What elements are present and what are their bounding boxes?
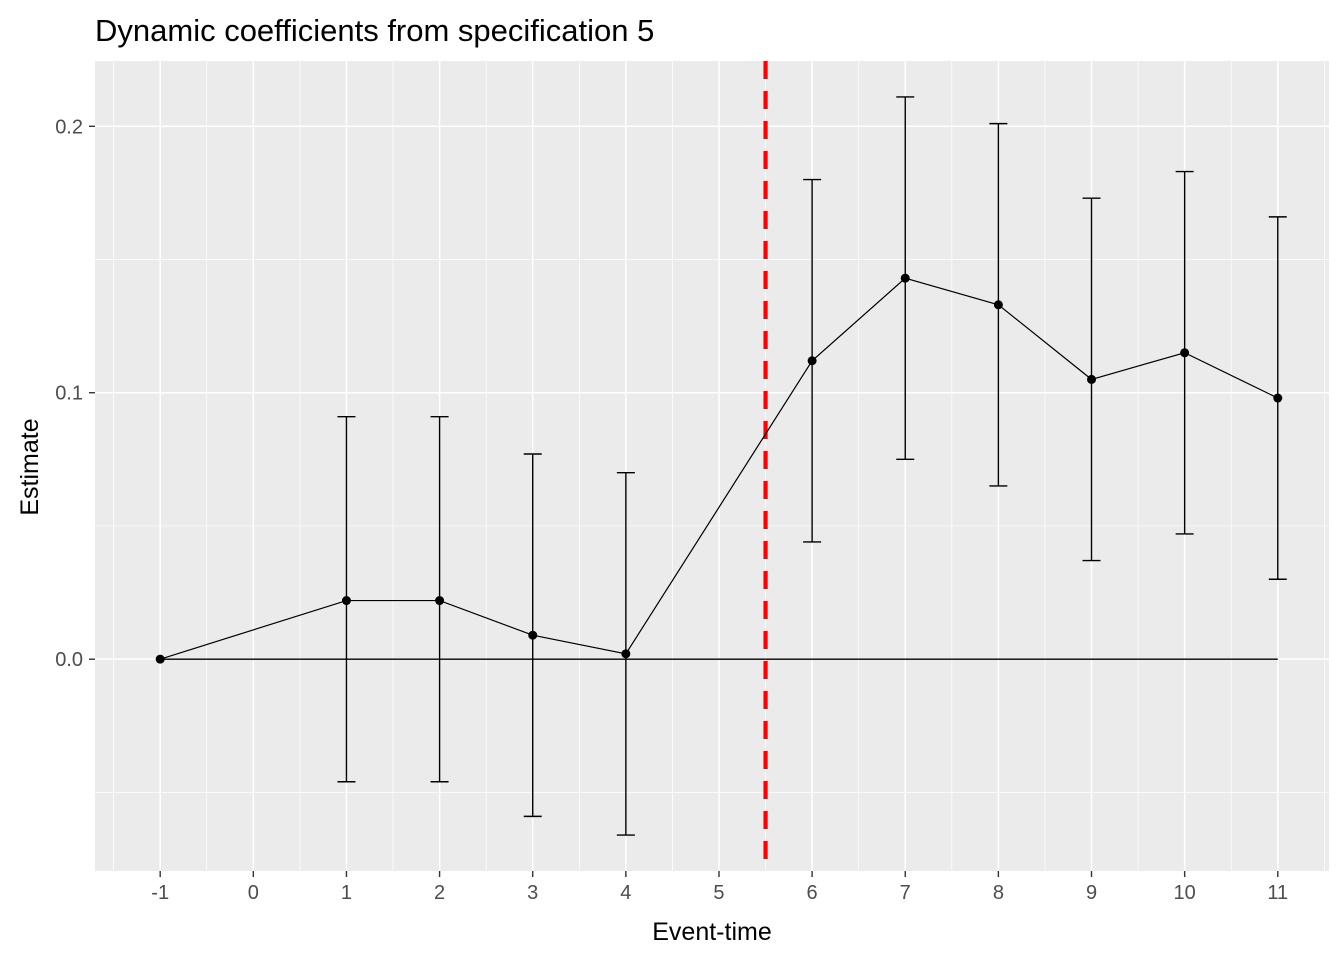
x-tick-label: 3 [527,882,538,904]
x-tick-label: 11 [1267,882,1288,904]
data-point [155,654,165,664]
x-tick-label: 6 [807,882,818,904]
data-point [621,649,631,659]
x-tick-label: 5 [713,882,724,904]
x-tick-label: 10 [1174,882,1196,904]
x-tick-label: 4 [620,882,631,904]
data-point [341,596,351,606]
panel-background [95,61,1329,871]
x-tick-label: 0 [248,882,259,904]
data-point [1273,393,1283,403]
x-tick-label: 7 [900,882,911,904]
y-tick-label: 0.2 [55,116,83,138]
x-axis: -1 0 1 2 3 4 5 6 7 8 9 10 11 [151,871,1288,904]
data-point [900,273,910,283]
minor-gridlines [95,61,1329,871]
data-point [807,356,817,366]
data-points [155,273,1283,664]
data-point [528,630,538,640]
chart-title: Dynamic coefficients from specification … [95,13,654,48]
y-tick-label: 0.1 [55,383,83,405]
data-point [1180,348,1190,358]
y-tick-label: 0.0 [55,649,83,671]
x-tick-label: 2 [434,882,445,904]
x-axis-title: Event-time [652,918,771,946]
data-point [993,300,1003,310]
data-point [435,596,445,606]
x-tick-label: 1 [341,882,352,904]
x-tick-label: 9 [1086,882,1097,904]
x-tick-label: -1 [151,882,169,904]
y-axis-title: Estimate [16,418,44,515]
y-axis: 0.0 0.1 0.2 [55,116,95,671]
data-point [1087,374,1097,384]
x-tick-label: 8 [993,882,1004,904]
